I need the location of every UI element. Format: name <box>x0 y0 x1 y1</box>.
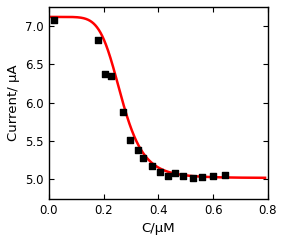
Point <box>103 72 107 76</box>
Point <box>190 176 195 180</box>
X-axis label: C/μM: C/μM <box>142 222 175 235</box>
Y-axis label: Current/ μA: Current/ μA <box>7 64 20 141</box>
Point <box>173 171 177 175</box>
Point <box>149 164 154 168</box>
Point <box>96 38 101 42</box>
Point <box>223 173 228 177</box>
Point <box>121 110 125 114</box>
Point <box>128 138 132 142</box>
Point <box>108 74 113 78</box>
Point <box>141 156 146 160</box>
Point <box>52 18 57 22</box>
Point <box>200 175 204 179</box>
Point <box>181 174 185 178</box>
Point <box>166 174 170 178</box>
Point <box>135 148 140 152</box>
Point <box>158 170 162 174</box>
Point <box>211 174 215 178</box>
